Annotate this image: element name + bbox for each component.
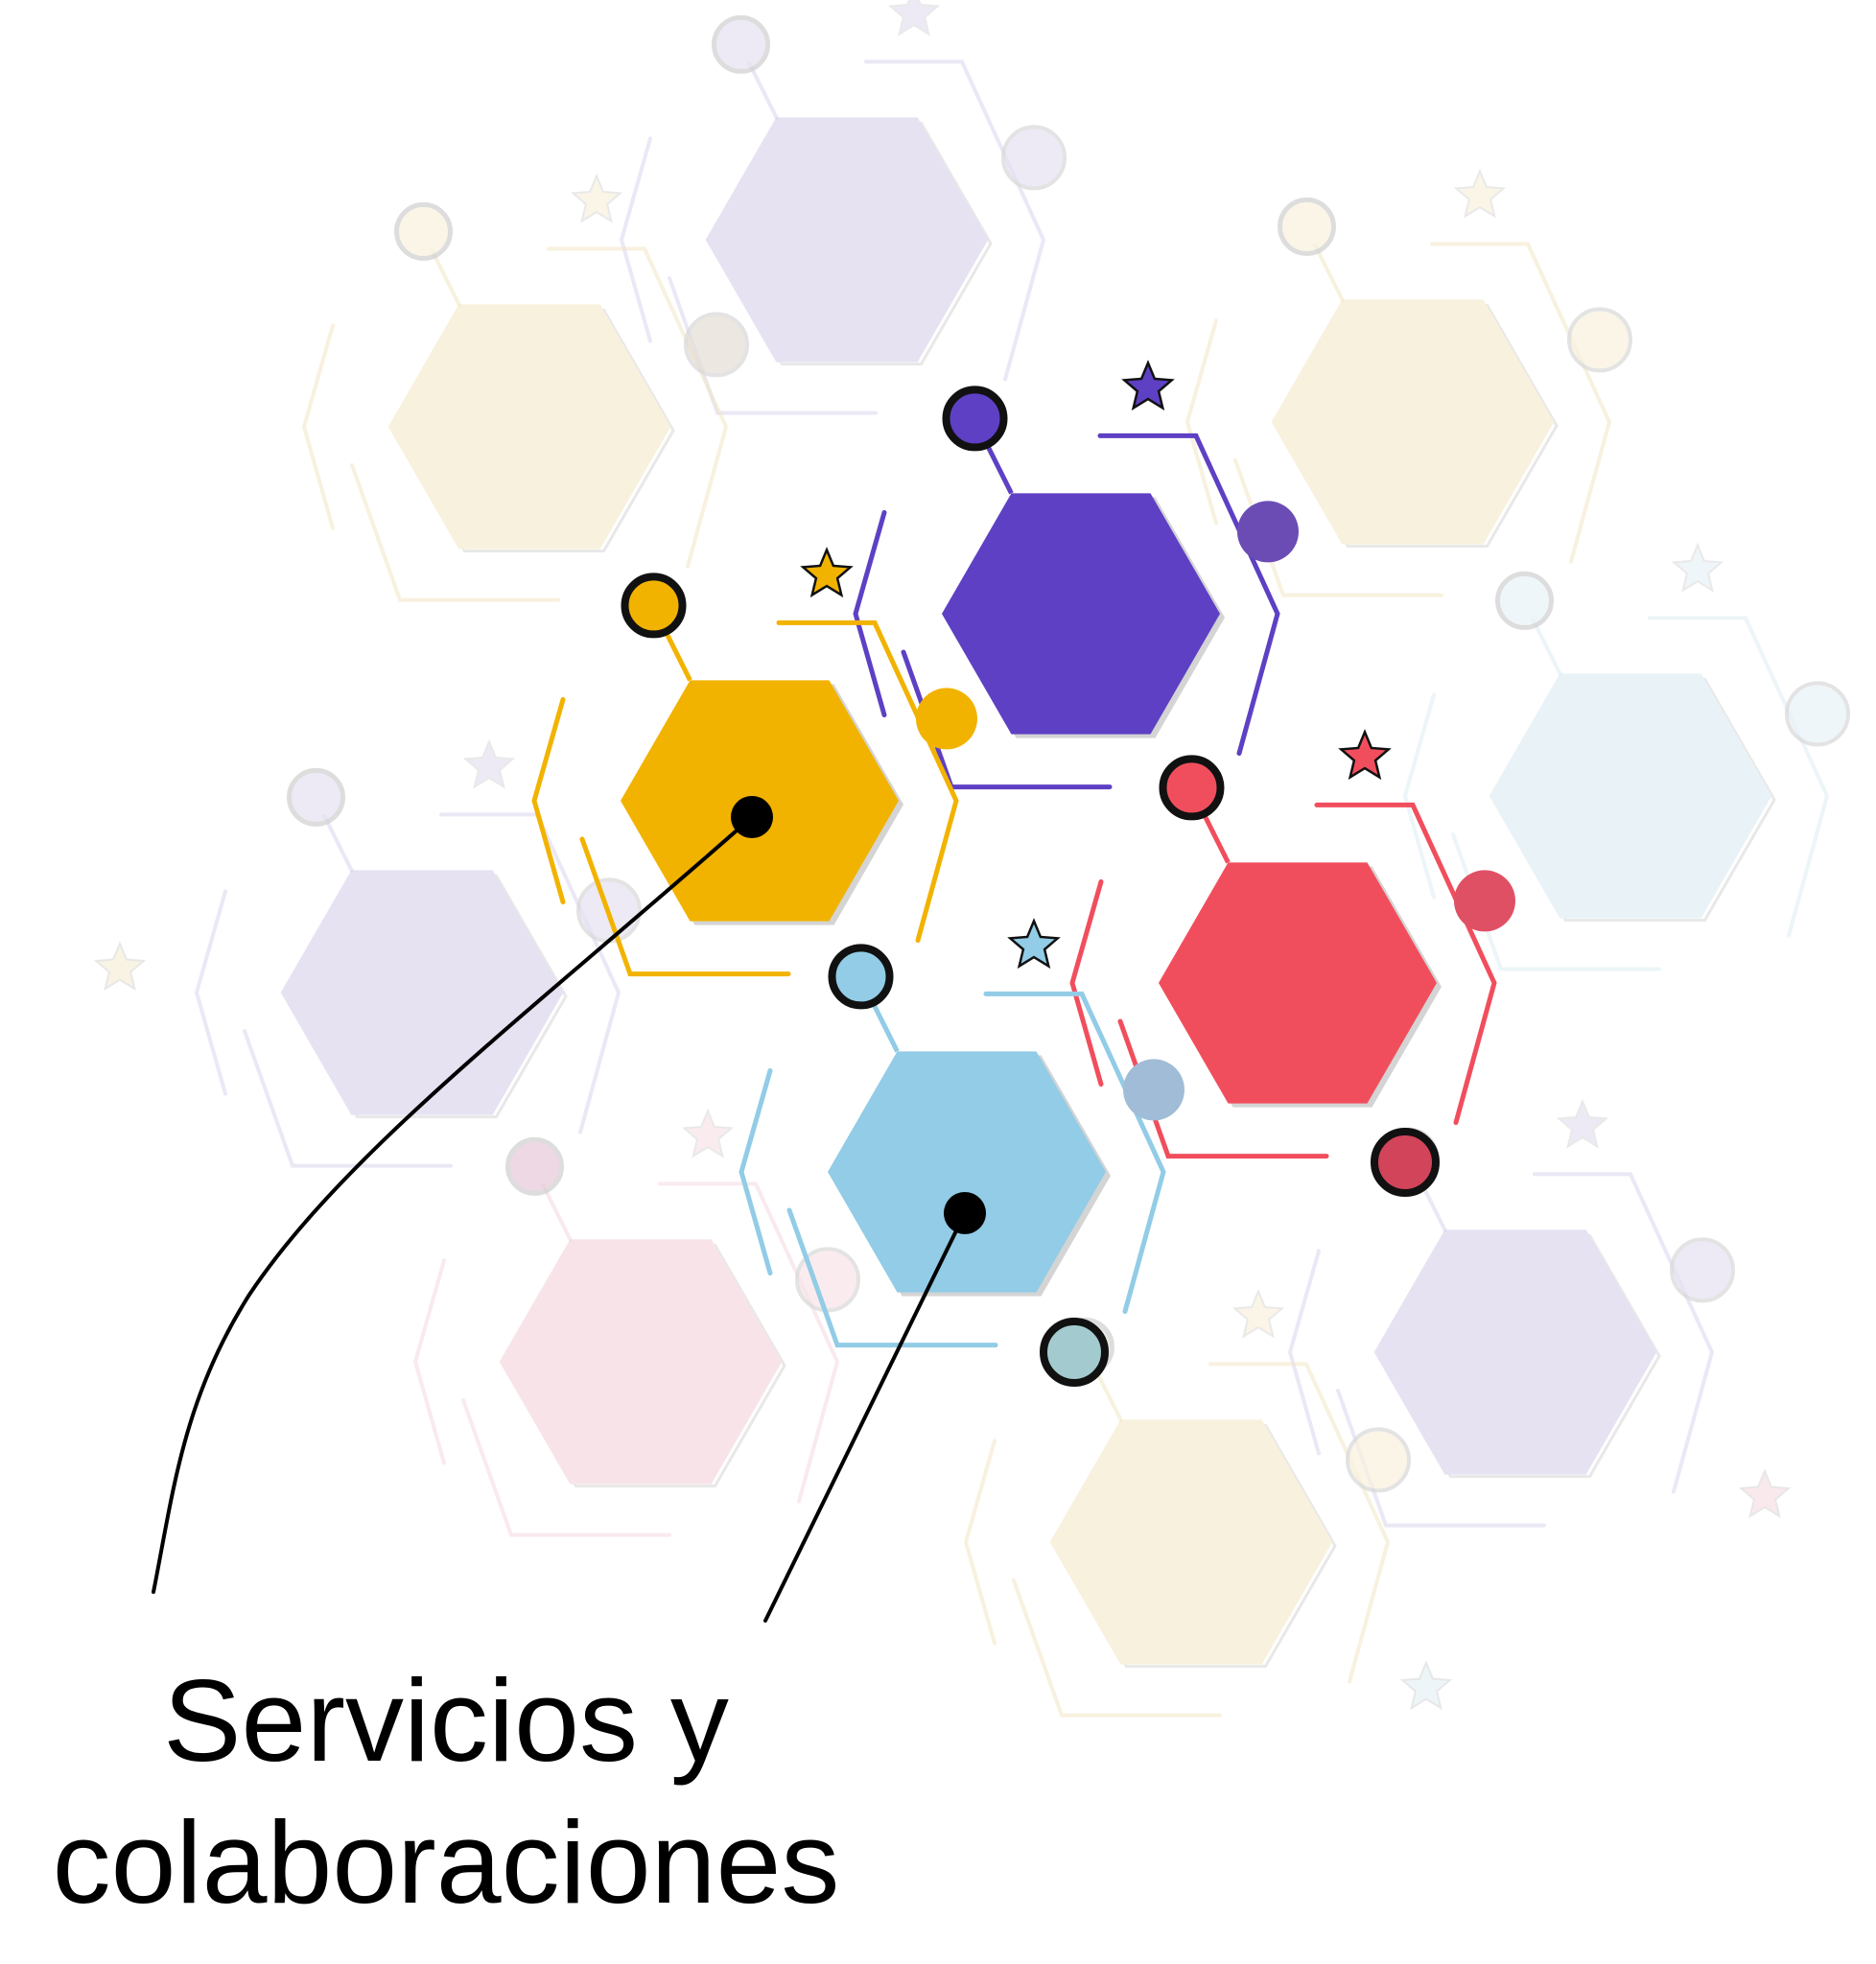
connector-line <box>1314 802 1497 1126</box>
left-bracket <box>619 136 652 343</box>
left-bracket <box>853 509 887 718</box>
callout-pointers <box>152 796 986 1623</box>
red-hexagon-module <box>1069 729 1515 1159</box>
background-hexagon-module <box>963 1288 1411 1718</box>
node-circle <box>1159 755 1225 821</box>
pointer-line <box>763 1211 967 1623</box>
node-link <box>321 813 355 874</box>
bottom-line <box>350 463 560 602</box>
background-hexagon-module <box>619 0 1067 415</box>
left-bracket <box>1287 1249 1321 1456</box>
left-bracket <box>1402 692 1436 900</box>
diagram-caption: Servicios y colaboraciones <box>0 1649 892 1933</box>
star-icon <box>1338 729 1392 781</box>
node-circle <box>1001 125 1067 191</box>
node-circle <box>712 14 770 74</box>
node-circle <box>795 1247 860 1313</box>
bottom-line <box>1233 458 1443 597</box>
left-bracket <box>739 1067 773 1276</box>
node-circle <box>287 767 345 827</box>
node-circle <box>1567 307 1632 373</box>
bottom-line <box>243 1029 453 1168</box>
left-bracket <box>1069 878 1104 1087</box>
connector-line <box>983 991 1166 1315</box>
node-circle <box>916 688 977 750</box>
node-circle <box>828 944 894 1010</box>
star-icon <box>93 941 147 992</box>
star-icon <box>887 0 941 36</box>
background-hexagon-module <box>1184 168 1632 597</box>
star-icon <box>1121 360 1175 411</box>
caption-line-2: colaboraciones <box>52 1797 840 1928</box>
star-icon <box>1007 918 1061 970</box>
star-icon <box>1399 1660 1453 1711</box>
bottom-line <box>461 1398 671 1537</box>
background-hexagon-module <box>1402 542 1850 971</box>
node-circle <box>1237 501 1299 563</box>
blue-hexagon-module <box>739 918 1184 1348</box>
bottom-line <box>1336 1389 1546 1528</box>
background-hexagon-module <box>194 738 642 1168</box>
background-faint-hexagons <box>93 0 1850 1718</box>
connector-line <box>1097 433 1280 757</box>
hexagon <box>828 1051 1106 1293</box>
node-circle <box>1346 1427 1411 1493</box>
connector-line <box>776 620 959 944</box>
node-circle <box>1495 571 1554 630</box>
background-hexagon-module <box>412 1108 860 1537</box>
node-link <box>1530 617 1563 677</box>
left-bracket <box>1184 318 1218 526</box>
left-bracket <box>194 889 227 1096</box>
bottom-line <box>1012 1578 1222 1718</box>
node-link <box>429 247 462 308</box>
node-circle <box>394 201 453 261</box>
star-icon <box>1453 168 1507 219</box>
node-circle <box>1371 1128 1440 1197</box>
node-circle <box>1670 1237 1735 1303</box>
left-bracket <box>412 1258 446 1465</box>
node-circle <box>1040 1318 1109 1387</box>
hexagon <box>1159 862 1437 1104</box>
star-icon <box>462 738 516 789</box>
star-icon <box>1556 1098 1609 1149</box>
bottom-line <box>579 836 791 977</box>
left-bracket <box>531 696 566 905</box>
node-circle <box>1123 1059 1184 1121</box>
node-circle <box>684 312 749 378</box>
star-icon <box>1738 1468 1792 1519</box>
node-circle <box>505 1136 564 1196</box>
star-icon <box>1671 542 1724 593</box>
node-link <box>540 1182 574 1243</box>
star-icon <box>681 1108 735 1158</box>
node-circle <box>1785 681 1850 747</box>
node-circle <box>1278 197 1336 256</box>
caption-line-1: Servicios y <box>163 1655 729 1786</box>
bottom-line <box>668 276 878 415</box>
bottom-line <box>786 1207 998 1348</box>
pointer-line <box>152 815 754 1594</box>
left-bracket <box>963 1438 997 1646</box>
star-icon <box>1231 1288 1285 1339</box>
hexagon <box>942 493 1220 735</box>
left-bracket <box>301 323 335 530</box>
node-circle <box>1454 870 1515 932</box>
star-icon <box>570 173 623 223</box>
node-link <box>1312 243 1346 303</box>
node-circle <box>621 573 687 639</box>
node-circle <box>942 386 1008 452</box>
node-link <box>746 60 780 121</box>
star-icon <box>800 547 854 598</box>
background-hexagon-module <box>301 173 749 602</box>
